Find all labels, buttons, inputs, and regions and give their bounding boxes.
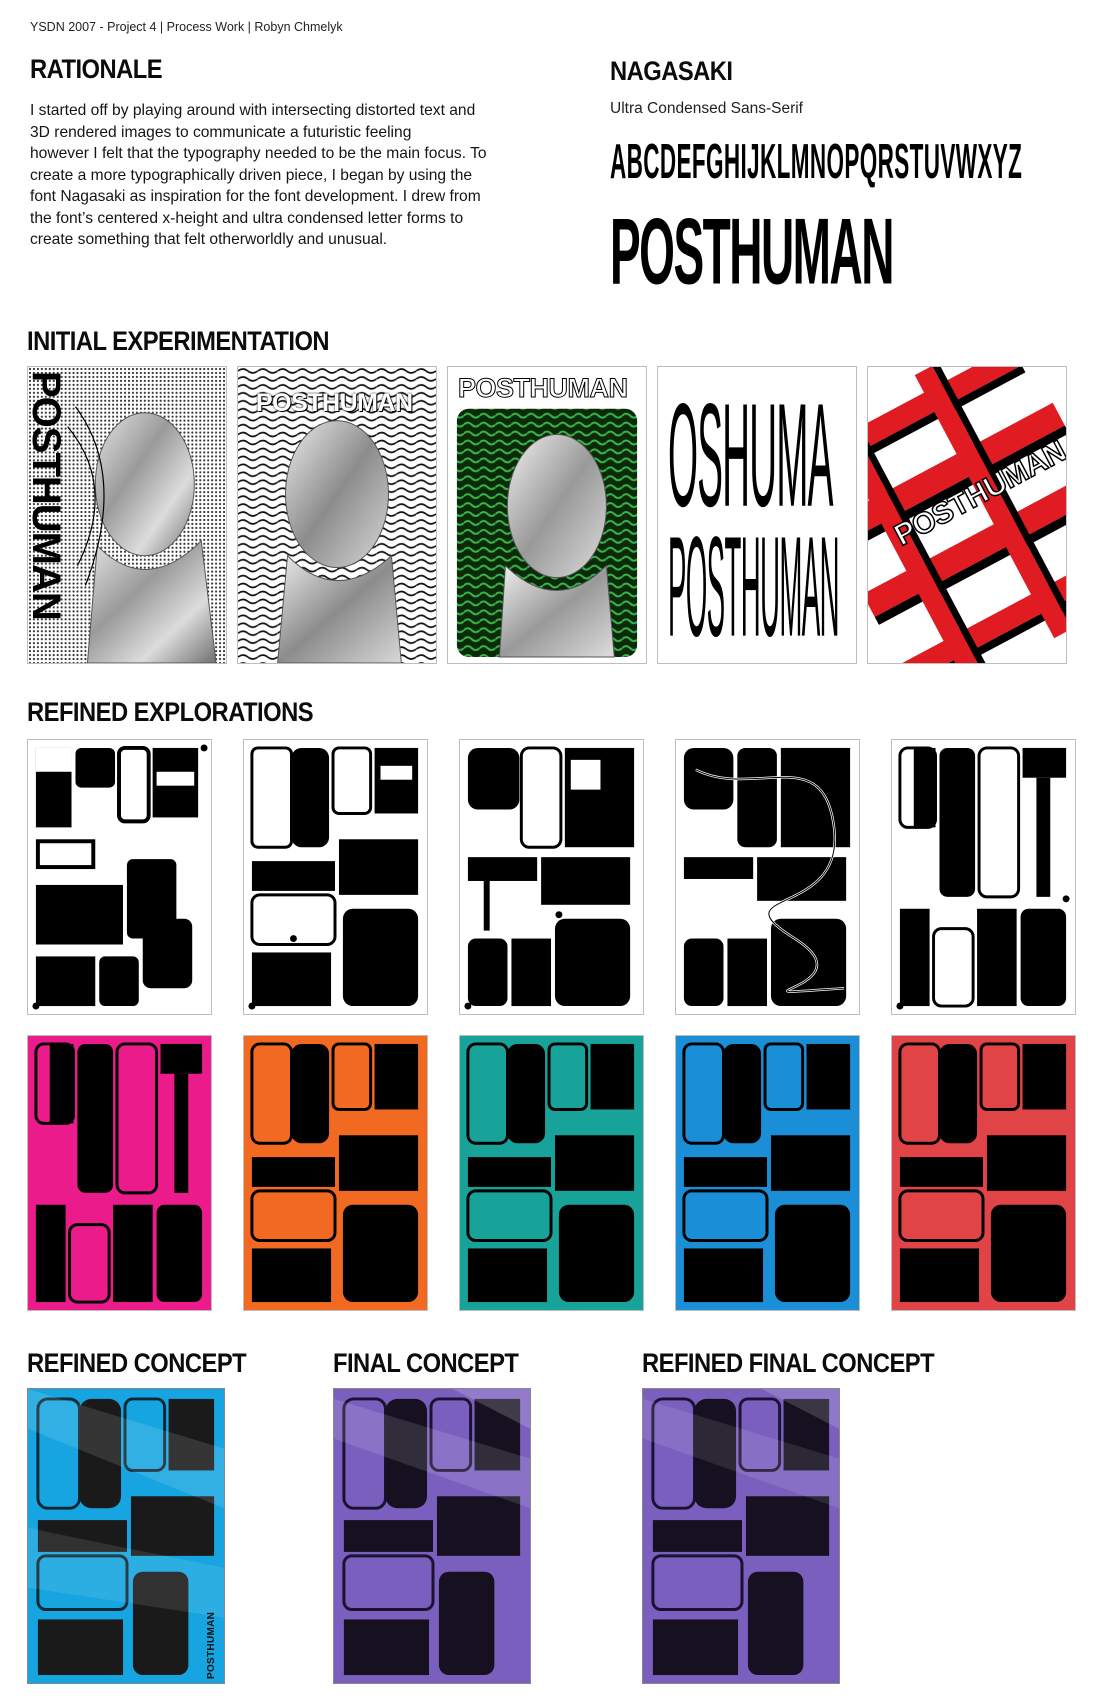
rationale-line: however I felt that the typography neede… (30, 145, 487, 162)
refined-concept-poster: POSTHUMAN (27, 1388, 225, 1684)
poster-artwork (892, 1036, 1075, 1310)
final-concept-poster (333, 1388, 531, 1684)
section-refined-final-concept: REFINED FINAL CONCEPT (642, 1348, 935, 1378)
rationale-line: the font’s centered x-height and ultra c… (30, 209, 464, 227)
poster-artwork (643, 1389, 839, 1683)
poster-artwork (334, 1389, 530, 1683)
initial-poster-4: OSHUMA POSTHUMAN (657, 366, 857, 664)
font-display-word: POSTHUMAN (610, 199, 894, 304)
poster-artwork (676, 740, 859, 1014)
poster-artwork (238, 367, 436, 663)
refined-color-magenta (27, 1035, 212, 1311)
initial-poster-4-top: OSHUMA (668, 374, 833, 538)
refined-bw-5 (891, 739, 1076, 1015)
refined-final-concept-poster (642, 1388, 840, 1684)
refined-bw-4 (675, 739, 860, 1015)
poster-artwork (460, 1036, 643, 1310)
refined-bw-3 (459, 739, 644, 1015)
initial-poster-1: POSTHUMAN (27, 366, 227, 664)
poster-artwork (448, 367, 646, 663)
poster-artwork (868, 367, 1066, 663)
font-alphabet: ABCDEFGHIJKLMNOPQRSTUVWXYZ (610, 133, 1023, 189)
poster-artwork (28, 1036, 211, 1310)
section-initial-experimentation: INITIAL EXPERIMENTATION (27, 326, 330, 356)
poster-artwork (460, 740, 643, 1014)
poster-artwork (676, 1036, 859, 1310)
refined-concept-side-tag: POSTHUMAN (206, 1611, 217, 1679)
refined-bw-1 (27, 739, 212, 1015)
refined-color-orange (243, 1035, 428, 1311)
header-line: YSDN 2007 - Project 4 | Process Work | R… (30, 20, 343, 34)
refined-color-teal (459, 1035, 644, 1311)
poster-artwork (28, 367, 226, 663)
initial-poster-1-vertical-text: POSTHUMAN (27, 371, 68, 620)
initial-poster-2-title: POSTHUMAN (256, 389, 413, 417)
section-final-concept: FINAL CONCEPT (333, 1348, 519, 1378)
rationale-line: font Nagasaki as inspiration for the fon… (30, 188, 481, 205)
font-subtitle: Ultra Condensed Sans-Serif (610, 100, 803, 117)
poster-artwork (28, 740, 211, 1014)
rationale-title: RATIONALE (30, 54, 163, 84)
initial-poster-2: POSTHUMAN (237, 366, 437, 664)
rationale-line: 3D rendered images to communicate a futu… (30, 123, 412, 141)
refined-bw-2 (243, 739, 428, 1015)
initial-poster-4-bottom: POSTHUMAN (668, 508, 840, 664)
rationale-body: I started off by playing around with int… (30, 100, 530, 251)
rationale-line: create something that felt otherworldly … (30, 231, 388, 248)
font-title: NAGASAKI (610, 56, 733, 86)
initial-poster-3-title: POSTHUMAN (458, 373, 629, 404)
initial-poster-5: POSTHUMAN (867, 366, 1067, 664)
poster-artwork (244, 740, 427, 1014)
section-refined-concept: REFINED CONCEPT (27, 1348, 247, 1378)
rationale-line: create a more typographically driven pie… (30, 166, 473, 184)
rationale-line: I started off by playing around with int… (30, 102, 476, 119)
poster-artwork (28, 1389, 224, 1683)
poster-artwork (892, 740, 1075, 1014)
refined-color-blue (675, 1035, 860, 1311)
poster-artwork (244, 1036, 427, 1310)
refined-color-red (891, 1035, 1076, 1311)
section-refined-explorations: REFINED EXPLORATIONS (27, 697, 314, 727)
initial-poster-3: POSTHUMAN (447, 366, 647, 664)
